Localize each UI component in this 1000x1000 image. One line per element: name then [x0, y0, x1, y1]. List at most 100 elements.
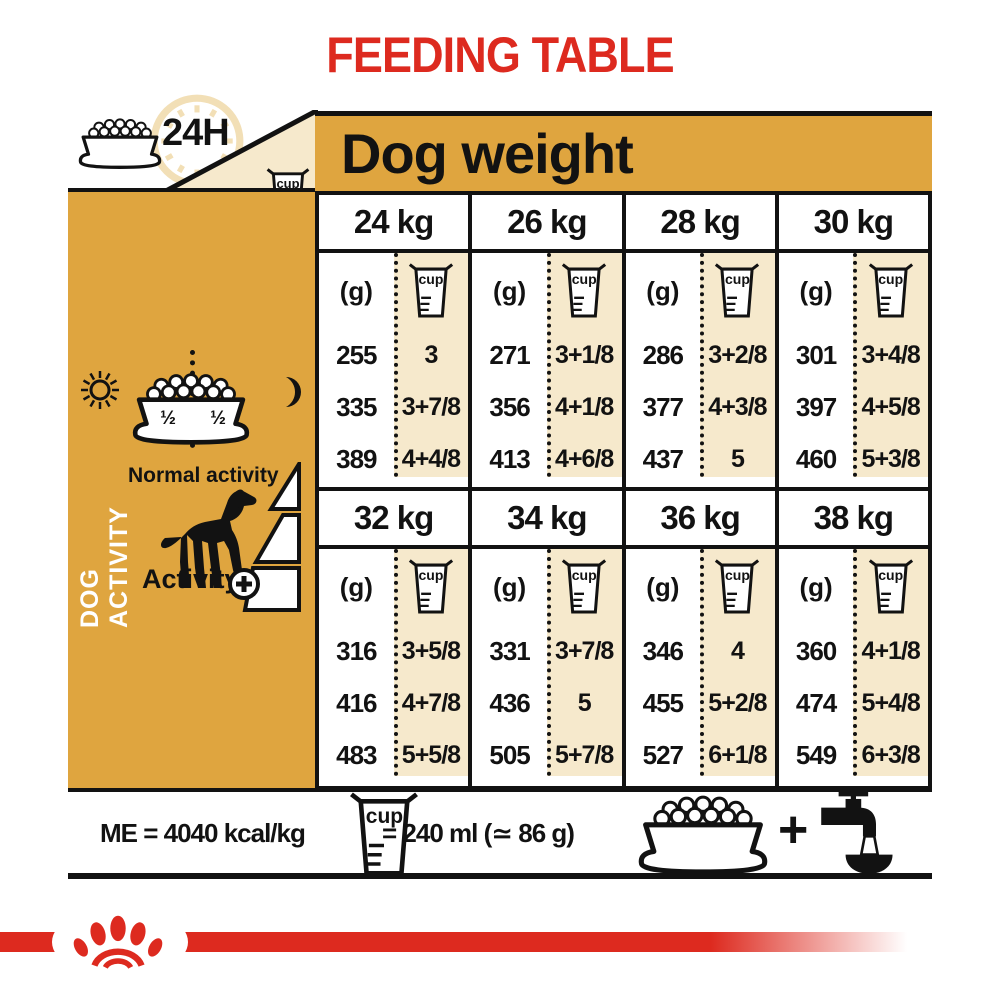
weight-column-body: (g) cup 301 3+4/8 397 4+5/8 460 5+3/8	[778, 253, 928, 487]
grams-header: (g)	[339, 275, 373, 306]
cup-value: 4+1/8	[555, 392, 614, 421]
grams-value: 437	[642, 443, 684, 474]
weight-header: 28 kg	[625, 195, 775, 249]
grams-value: 389	[336, 443, 377, 474]
grams-value: 527	[642, 739, 684, 770]
dog-weight-label: Dog weight	[341, 122, 634, 185]
plus-icon: +	[778, 801, 809, 859]
grams-value: 316	[336, 635, 377, 666]
grams-value: 483	[336, 739, 377, 770]
measuring-cup-icon: cup	[700, 549, 775, 625]
cup-value: 6+1/8	[708, 740, 767, 769]
cup-value: 3+7/8	[401, 392, 461, 421]
weight-header: 36 kg	[625, 491, 775, 545]
feeding-table: 24 kg 26 kg 28 kg 30 kg (g) cup 255 3 335…	[315, 191, 932, 792]
weight-header: 38 kg	[778, 491, 928, 545]
plus-circle-icon	[226, 566, 262, 602]
grams-value: 271	[489, 339, 530, 370]
grams-value: 255	[336, 339, 377, 370]
cup-value: 5+5/8	[401, 740, 461, 769]
measuring-cup-icon: cup	[394, 549, 469, 625]
measuring-cup-icon: cup	[266, 168, 310, 222]
moon-icon	[264, 372, 302, 412]
weight-column-body: (g) cup 255 3 335 3+7/8 389 4+4/8	[319, 253, 469, 487]
weight-header: 30 kg	[778, 195, 928, 249]
activity-plus-label: Activity	[142, 564, 240, 594]
cup-equivalence-label: = 240 ml (≃ 86 g)	[382, 818, 575, 848]
cup-value: 3+7/8	[555, 636, 614, 665]
grams-value: 377	[642, 391, 684, 422]
weight-header: 32 kg	[319, 491, 469, 545]
cup-value: 4+1/8	[861, 636, 921, 665]
grams-header: (g)	[492, 571, 527, 602]
grams-value: 413	[489, 443, 530, 474]
grams-value: 436	[489, 687, 530, 718]
normal-activity-label: Normal activity	[128, 464, 279, 487]
cup-value: 3+4/8	[861, 340, 921, 369]
cup-value: 3+2/8	[708, 340, 767, 369]
grams-value: 505	[489, 739, 530, 770]
weight-column-body: (g) cup 271 3+1/8 356 4+1/8 413 4+6/8	[472, 253, 622, 487]
grams-header: (g)	[492, 275, 527, 306]
grams-header: (g)	[799, 571, 833, 602]
cup-value: 4	[730, 636, 745, 665]
royal-canin-paw-logo	[68, 913, 168, 971]
cup-value: 5+2/8	[708, 688, 767, 717]
measuring-cup-icon: cup	[853, 253, 928, 329]
cup-column-highlight	[546, 253, 622, 477]
dog-activity-vertical-label: DOG ACTIVITY	[76, 506, 133, 628]
cup-icon-label: cup	[276, 175, 300, 191]
weight-column-body: (g) cup 346 4 455 5+2/8 527 6+1/8	[625, 549, 775, 786]
grams-value: 460	[795, 443, 837, 474]
grams-value: 474	[795, 687, 837, 718]
weight-header: 26 kg	[472, 195, 622, 249]
cup-value: 5	[730, 444, 745, 473]
cup-value: 3	[424, 340, 438, 369]
half-portion-right: ½	[210, 408, 226, 429]
grams-value: 331	[489, 635, 530, 666]
measuring-cup-icon: cup	[348, 792, 420, 878]
weight-header: 24 kg	[319, 195, 469, 249]
grams-header: (g)	[339, 571, 373, 602]
half-portion-left: ½	[160, 408, 176, 429]
cup-value: 5+4/8	[861, 688, 921, 717]
measuring-cup-icon: cup	[547, 549, 622, 625]
cup-value: 6+3/8	[861, 740, 921, 769]
cup-value: 4+3/8	[708, 392, 767, 421]
cup-value: 3+5/8	[401, 636, 461, 665]
measuring-cup-icon: cup	[700, 253, 775, 329]
measuring-cup-icon: cup	[547, 253, 622, 329]
grams-value: 356	[489, 391, 530, 422]
kibble-bowl-icon	[74, 116, 166, 170]
measuring-cup-icon: cup	[394, 253, 469, 329]
cup-value: 5+7/8	[555, 740, 614, 769]
page-title: FEEDING TABLE	[326, 27, 674, 83]
dog-weight-header: Dog weight	[315, 111, 932, 191]
weight-column-body: (g) cup 360 4+1/8 474 5+4/8 549 6+3/8	[778, 549, 928, 786]
grams-value: 335	[336, 391, 377, 422]
grams-header: (g)	[799, 275, 833, 306]
duration-label: 24H	[162, 112, 230, 154]
cup-column-highlight	[853, 549, 928, 776]
grams-value: 301	[795, 339, 837, 370]
metabolizable-energy-label: ME = 4040 kcal/kg	[100, 818, 306, 848]
measuring-cup-icon: cup	[853, 549, 928, 625]
grams-value: 360	[795, 635, 837, 666]
water-tap-icon	[816, 786, 896, 878]
grams-header: (g)	[646, 275, 680, 306]
grams-value: 416	[336, 687, 377, 718]
grams-value: 397	[795, 391, 837, 422]
kibble-bowl-icon	[120, 370, 262, 446]
cup-value: 4+4/8	[401, 444, 461, 473]
cup-value: 4+6/8	[555, 444, 614, 473]
weight-header: 34 kg	[472, 491, 622, 545]
cup-value: 4+5/8	[861, 392, 921, 421]
sun-icon	[78, 368, 122, 412]
header-diagonal	[164, 110, 318, 192]
footer-divider	[68, 873, 932, 879]
grams-value: 286	[642, 339, 684, 370]
cup-value: 5+3/8	[861, 444, 921, 473]
weight-column-body: (g) cup 331 3+7/8 436 5 505 5+7/8	[472, 549, 622, 786]
brand-red-bar	[0, 932, 935, 952]
